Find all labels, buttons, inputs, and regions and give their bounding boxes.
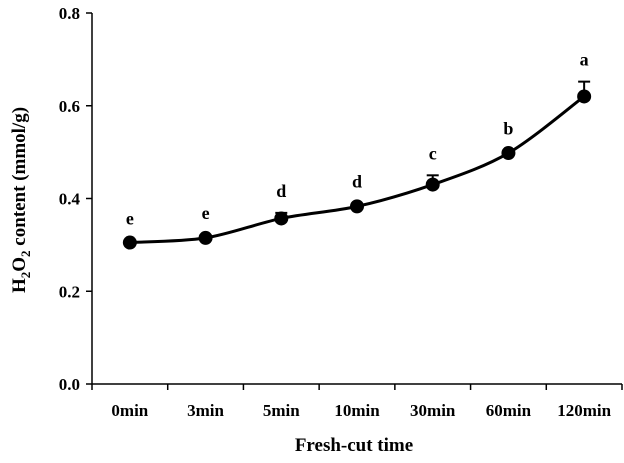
y-axis-title: H2O2 content (mmol/g) [9,107,33,293]
data-point [198,230,213,245]
x-tick-label: 60min [486,401,532,420]
significance-label: a [580,50,589,70]
significance-label: d [276,181,286,201]
significance-label: d [352,172,362,192]
significance-labels: e e d d c b a [126,50,589,229]
axes [91,13,622,385]
data-point [577,89,592,104]
x-axis-ticks: 0min 3min 5min 10min 30min 60min 120min [91,384,623,420]
x-tick-label: 0min [111,401,148,420]
data-point [274,211,289,226]
data-points [122,89,592,250]
significance-label: e [202,203,210,223]
y-tick-label: 0.6 [59,97,80,116]
significance-label: e [126,209,134,229]
x-axis-title: Fresh-cut time [295,435,413,456]
y-tick-label: 0.4 [59,190,81,209]
data-point [501,146,516,161]
x-tick-label: 10min [334,401,380,420]
y-tick-label: 0.8 [59,4,80,23]
x-tick-label: 5min [263,401,300,420]
significance-label: b [503,118,513,138]
error-bars [123,80,591,243]
y-tick-label: 0.2 [59,282,80,301]
y-axis-ticks: 0.0 0.2 0.4 0.6 0.8 [59,4,92,394]
data-point [350,199,364,214]
y-tick-label: 0.0 [59,375,80,394]
x-tick-label: 3min [187,401,224,420]
series-line-path [129,95,586,245]
x-tick-label: 120min [557,401,611,420]
significance-label: c [429,143,437,163]
data-point [425,177,440,192]
data-point [122,235,137,250]
x-tick-label: 30min [410,401,456,420]
series-line [129,95,586,245]
